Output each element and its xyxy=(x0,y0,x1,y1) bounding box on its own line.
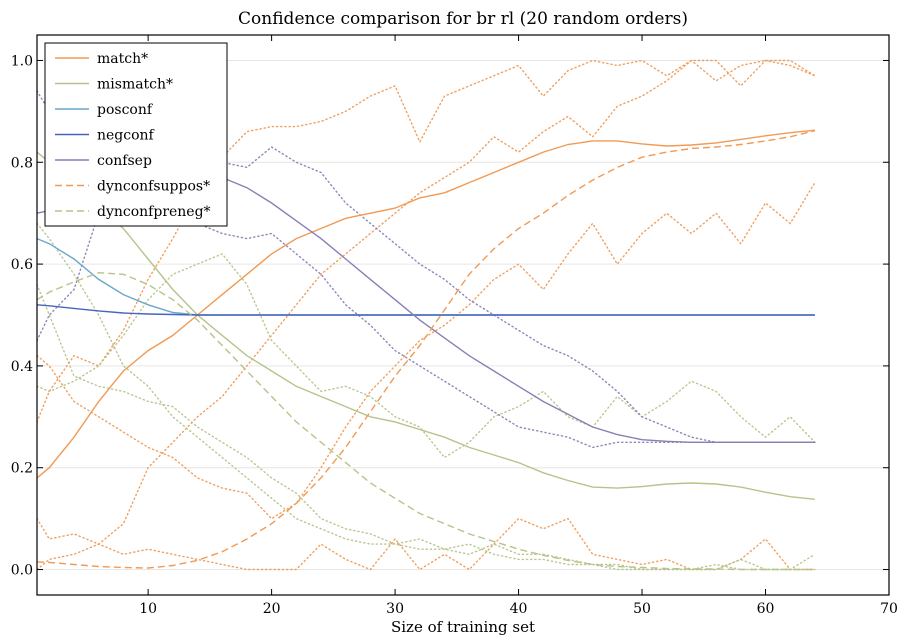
legend: match* mismatch* posconf negconf confsep dync… xyxy=(44,42,228,227)
chart-title: Confidence comparison for br rl (20 rand… xyxy=(238,9,688,29)
y-tick-label: 0.2 xyxy=(11,461,33,477)
series-line-mismatch xyxy=(36,151,815,500)
series-line-match xyxy=(36,129,815,479)
dotted-trace-line xyxy=(36,181,816,520)
y-tick-label: 0.8 xyxy=(11,155,33,171)
series-line-dynconfsuppos xyxy=(36,130,816,569)
plot-frame xyxy=(36,34,890,596)
x-tick-label: 30 xyxy=(386,601,404,617)
dotted-trace-line xyxy=(36,59,816,423)
dotted-trace-line xyxy=(36,283,816,571)
series-line-dynconfpreneg xyxy=(36,271,815,571)
dotted-trace-line xyxy=(36,222,816,571)
series-line-posconf xyxy=(36,237,815,316)
dotted-trace-line xyxy=(36,253,816,459)
x-tick-label: 40 xyxy=(510,601,528,617)
legend-label: negconf xyxy=(97,128,156,144)
dotted-trace-line xyxy=(36,517,816,571)
dotted-trace-line xyxy=(36,59,816,545)
legend-label: posconf xyxy=(97,102,154,118)
y-tick-label: 0.6 xyxy=(11,257,33,273)
y-tick-label: 0.0 xyxy=(11,563,33,579)
legend-label: confsep xyxy=(97,153,152,169)
x-tick-label: 50 xyxy=(633,601,651,617)
y-tick-label: 0.4 xyxy=(11,359,33,375)
x-tick-label: 20 xyxy=(263,601,281,617)
series-line-negconf xyxy=(36,304,815,316)
legend-label: match* xyxy=(97,51,148,67)
x-axis-label: Size of training set xyxy=(391,618,535,636)
x-tick-label: 70 xyxy=(880,601,898,617)
x-tick-label: 60 xyxy=(757,601,775,617)
y-tick-label: 1.0 xyxy=(11,53,33,69)
legend-label: dynconfpreneg* xyxy=(97,204,211,220)
legend-label: dynconfsuppos* xyxy=(97,179,210,195)
legend-box xyxy=(44,42,228,227)
x-tick-label: 10 xyxy=(139,601,157,617)
legend-label: mismatch* xyxy=(97,77,173,93)
